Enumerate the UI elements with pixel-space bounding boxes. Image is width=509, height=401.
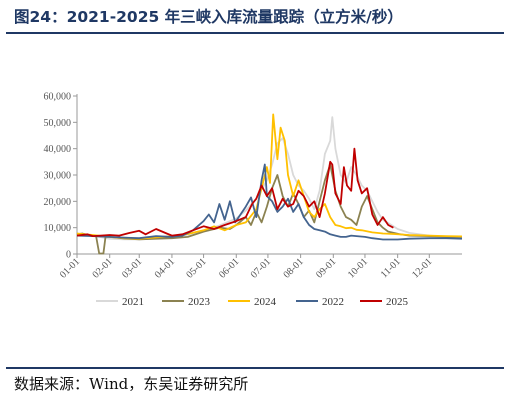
- x-tick-label: 07-01: [249, 256, 273, 280]
- flow-line-chart: 0 10,000 20,000 30,000 40,000 50,000 60,000 01-…: [44, 92, 463, 308]
- y-tick-label: 50,000: [44, 118, 72, 129]
- y-tick-label: 30,000: [44, 171, 72, 182]
- legend-label-2023: 2023: [188, 296, 211, 308]
- legend-label-2021: 2021: [122, 296, 144, 308]
- x-tick-label: 08-01: [281, 256, 305, 280]
- series-line-2025: [76, 147, 394, 237]
- series-line-2024: [76, 113, 463, 240]
- x-tick-label: 03-01: [120, 256, 144, 280]
- x-tick-label: 11-01: [379, 256, 403, 280]
- x-tick-label: 01-01: [58, 256, 82, 280]
- figure-title: 图24：2021-2025 年三峡入库流量跟踪（立方米/秒）: [14, 8, 403, 26]
- figure-title-row: 图24：2021-2025 年三峡入库流量跟踪（立方米/秒）: [14, 4, 504, 30]
- title-rule: [6, 32, 504, 34]
- x-tick-label: 02-01: [91, 256, 115, 280]
- y-tick-label: 40,000: [44, 144, 72, 155]
- source-rule: [6, 367, 504, 369]
- source-note: 数据来源：Wind，东吴证券研究所: [14, 375, 249, 393]
- x-tick-label: 12-01: [410, 256, 434, 280]
- x-tick-label: 06-01: [217, 256, 241, 280]
- chart-axes: 0 10,000 20,000 30,000 40,000 50,000 60,000 01-…: [44, 92, 462, 281]
- chart-lines: [76, 113, 463, 255]
- x-tick-label: 09-01: [314, 256, 338, 280]
- x-tick-label: 10-01: [346, 256, 370, 280]
- y-tick-label: 20,000: [44, 197, 72, 208]
- y-tick-label: 10,000: [44, 223, 72, 234]
- legend-label-2025: 2025: [386, 296, 409, 308]
- y-tick-label: 0: [66, 250, 71, 261]
- legend-label-2024: 2024: [254, 296, 277, 308]
- x-tick-label: 04-01: [153, 256, 177, 280]
- chart-legend: 2021 2023 2024 2022 2025: [96, 296, 409, 308]
- y-tick-label: 60,000: [44, 92, 72, 103]
- legend-label-2022: 2022: [322, 296, 344, 308]
- x-tick-label: 05-01: [184, 256, 208, 280]
